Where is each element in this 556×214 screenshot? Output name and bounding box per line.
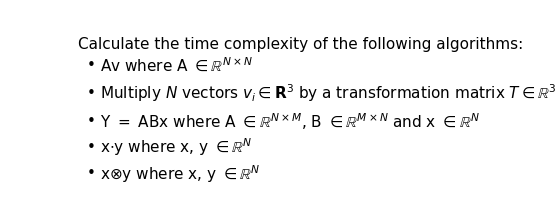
- Text: •: •: [87, 114, 96, 129]
- Text: •: •: [87, 166, 96, 181]
- Text: Av where A $\in \mathbb{R}^{N\times N}$: Av where A $\in \mathbb{R}^{N\times N}$: [100, 56, 252, 74]
- Text: Multiply $N$ vectors $v_i \in \mathbf{R}^3$ by a transformation matrix $T \in \m: Multiply $N$ vectors $v_i \in \mathbf{R}…: [100, 82, 556, 104]
- Text: •: •: [87, 58, 96, 73]
- Text: x$\cdot$y where x, y $\in \mathbb{R}^{N}$: x$\cdot$y where x, y $\in \mathbb{R}^{N}…: [100, 137, 252, 159]
- Text: Y $=$ ABx where A $\in \mathbb{R}^{N\times M}$, B $\in \mathbb{R}^{M\times N}$ a: Y $=$ ABx where A $\in \mathbb{R}^{N\tim…: [100, 111, 480, 132]
- Text: •: •: [87, 86, 96, 101]
- Text: Calculate the time complexity of the following algorithms:: Calculate the time complexity of the fol…: [78, 37, 523, 52]
- Text: •: •: [87, 140, 96, 155]
- Text: x$\otimes$y where x, y $\in \mathbb{R}^{N}$: x$\otimes$y where x, y $\in \mathbb{R}^{…: [100, 163, 260, 185]
